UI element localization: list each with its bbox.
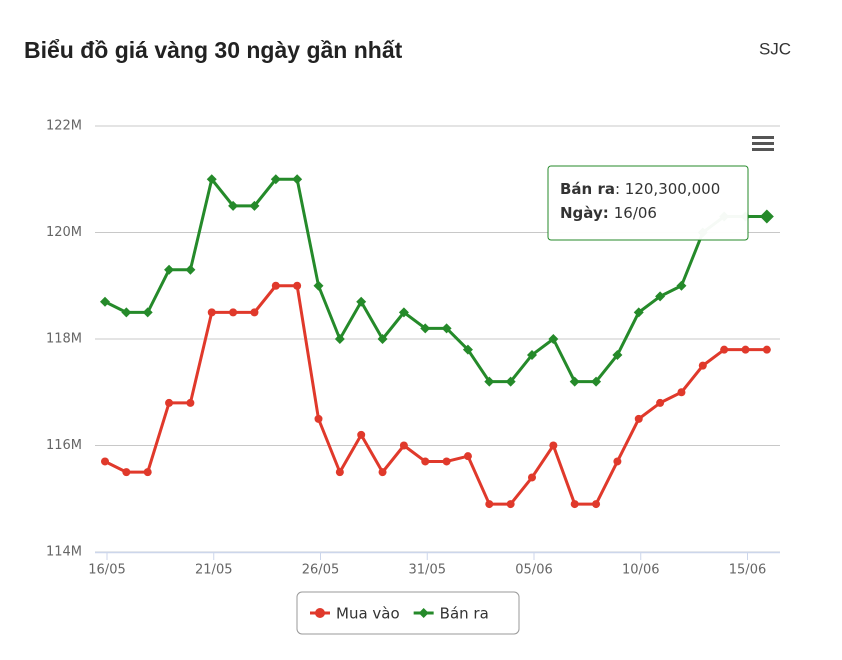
point <box>143 468 152 477</box>
point <box>569 376 580 387</box>
point <box>207 308 216 317</box>
point <box>357 430 366 439</box>
point <box>356 296 367 307</box>
legend-box <box>296 591 520 635</box>
legend-item[interactable]: Mua vào <box>310 605 400 623</box>
tooltip-line: Ngày: 16/06 <box>560 204 657 222</box>
tooltip-box <box>547 165 749 241</box>
chart-title: Biểu đồ giá vàng 30 ngày gần nhất <box>24 37 403 63</box>
point <box>334 334 345 344</box>
point <box>463 452 472 461</box>
legend-marker <box>418 608 429 618</box>
x-tick-label: 05/06 <box>515 563 552 578</box>
x-tick-label: 16/05 <box>88 563 125 578</box>
point <box>485 500 494 509</box>
point <box>100 296 110 307</box>
point <box>314 414 323 423</box>
menu-bar <box>752 142 774 145</box>
tooltip: Bán ra: 120,300,000 Ngày: 16/06 <box>547 165 749 241</box>
x-tick-label: 26/05 <box>302 563 339 578</box>
point <box>484 376 495 387</box>
point <box>250 308 259 317</box>
series-line <box>104 177 767 384</box>
point <box>442 457 451 466</box>
point <box>633 307 644 318</box>
point <box>122 468 131 477</box>
point <box>185 264 196 275</box>
point <box>249 200 260 211</box>
tooltip-date: 16/06 <box>614 204 657 222</box>
point <box>271 281 280 290</box>
point <box>759 209 774 224</box>
point <box>592 500 601 509</box>
y-tick-label: 122M <box>46 119 82 134</box>
point <box>377 334 388 344</box>
point <box>142 307 153 318</box>
point <box>398 307 409 318</box>
legend-item[interactable]: Bán ra <box>413 605 489 623</box>
point <box>420 323 431 334</box>
point <box>741 345 750 354</box>
point <box>164 264 175 275</box>
point <box>270 174 281 185</box>
point <box>655 291 666 302</box>
point <box>462 344 473 355</box>
y-tick-label: 120M <box>46 225 82 240</box>
point <box>634 414 643 423</box>
legend: Mua vào Bán ra <box>296 591 520 635</box>
point <box>206 174 217 185</box>
point <box>378 468 387 477</box>
point <box>229 308 238 317</box>
point <box>656 398 665 407</box>
point <box>570 500 579 509</box>
point <box>527 349 537 360</box>
point <box>121 307 132 318</box>
point <box>677 388 686 397</box>
chart-subtitle: SJC <box>759 39 791 58</box>
legend-label: Mua vào <box>336 605 400 623</box>
point <box>506 500 515 509</box>
point <box>101 457 109 466</box>
point <box>186 398 195 407</box>
tooltip-series: Bán ra <box>560 180 615 198</box>
point <box>612 349 623 360</box>
x-tick-label: 10/06 <box>622 563 659 578</box>
point <box>335 468 344 477</box>
point <box>399 441 408 450</box>
point <box>528 473 536 482</box>
point <box>549 441 558 450</box>
point <box>720 345 729 354</box>
tooltip-value: : 120,300,000 <box>615 180 720 198</box>
legend-marker <box>315 608 325 618</box>
menu-button[interactable] <box>750 134 776 154</box>
point <box>313 280 324 291</box>
point <box>613 457 622 466</box>
point <box>441 323 452 334</box>
point <box>165 398 174 407</box>
point <box>421 457 430 466</box>
legend-label: Bán ra <box>440 605 489 623</box>
point <box>698 361 707 370</box>
point <box>228 200 239 211</box>
menu-bar <box>752 136 774 139</box>
point <box>548 334 559 344</box>
point <box>505 376 516 387</box>
point <box>676 280 687 291</box>
menu-bar <box>752 148 774 151</box>
tooltip-line: Bán ra: 120,300,000 <box>560 180 720 198</box>
series-line <box>104 284 767 506</box>
y-tick-label: 116M <box>46 438 82 453</box>
point <box>292 174 303 185</box>
y-tick-label: 118M <box>46 332 82 347</box>
x-tick-label: 15/06 <box>729 563 766 578</box>
y-tick-label: 114M <box>46 545 82 560</box>
point <box>591 376 602 387</box>
x-tick-label: 21/05 <box>195 563 232 578</box>
point <box>762 345 771 354</box>
point <box>293 281 302 290</box>
x-tick-label: 31/05 <box>409 563 446 578</box>
tooltip-date-label: Ngày: <box>560 204 609 222</box>
